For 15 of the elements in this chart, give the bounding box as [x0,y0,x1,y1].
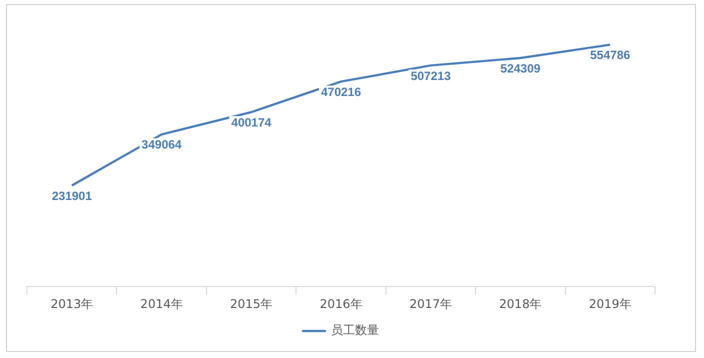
x-tick-label: 2013年 [50,296,94,311]
x-tick-label: 2015年 [230,296,273,311]
legend-label: 员工数量 [331,323,379,338]
data-label: 507213 [410,68,452,83]
data-label: 400174 [231,115,272,130]
x-tick-label: 2019年 [588,296,632,311]
x-tick-label: 2017年 [409,296,452,311]
data-label: 470216 [320,84,362,99]
data-label: 349064 [142,138,182,152]
data-label: 554786 [590,48,630,62]
x-tick-label: 2016年 [320,296,362,311]
x-tick-label: 2014年 [140,296,183,311]
data-label: 231901 [52,188,92,203]
data-label: 524309 [500,61,541,76]
x-tick-label: 2018年 [499,296,542,311]
